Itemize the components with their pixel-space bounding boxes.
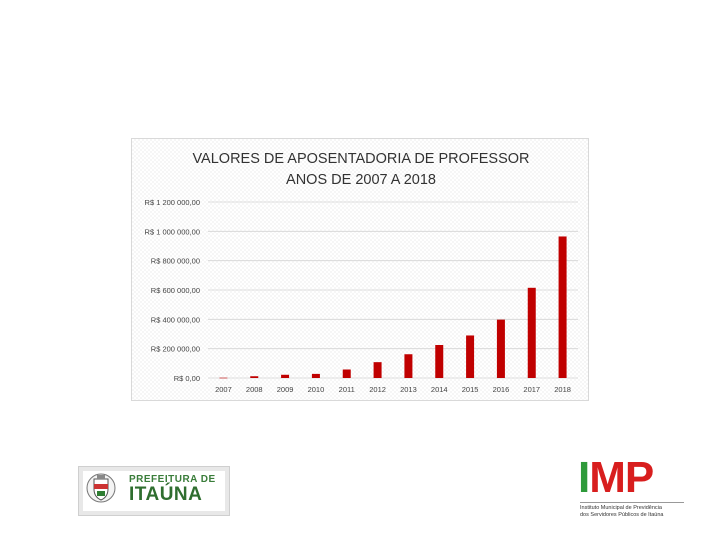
- x-tick-label: 2010: [308, 385, 325, 394]
- bar-2010: [311, 373, 320, 378]
- x-tick-label: 2017: [523, 385, 540, 394]
- bar-2017: [527, 287, 536, 378]
- prefeitura-logo: PREFEITURA DE ITAÚNA: [78, 466, 230, 516]
- bars: [219, 236, 567, 379]
- prefeitura-name-line-1: PREFEITURA DE: [129, 474, 216, 485]
- x-axis-ticks: 2007 2008 2009 2010 2011 2012 2013 2014 2015 2016…: [215, 385, 571, 394]
- y-tick-label: R$ 600 000,00: [151, 286, 200, 295]
- y-axis-ticks: R$ 0,00 R$ 200 000,00 R$ 400 000,00 R$ 600 …: [145, 198, 200, 383]
- bar-2008: [250, 376, 259, 378]
- bar-2014: [435, 345, 444, 378]
- x-tick-label: 2007: [215, 385, 232, 394]
- x-tick-label: 2015: [462, 385, 479, 394]
- x-tick-label: 2012: [369, 385, 386, 394]
- bar-2007: [219, 377, 228, 379]
- chart-title-line-2: ANOS DE 2007 A 2018: [286, 172, 436, 188]
- bar-chart: VALORES DE APOSENTADORIA DE PROFESSOR AN…: [145, 151, 578, 394]
- x-tick-label: 2013: [400, 385, 417, 394]
- x-tick-label: 2014: [431, 385, 448, 394]
- bar-2011: [342, 369, 351, 378]
- bar-2013: [404, 354, 413, 378]
- x-tick-label: 2018: [554, 385, 571, 394]
- x-tick-label: 2009: [277, 385, 294, 394]
- x-tick-label: 2011: [339, 385, 355, 394]
- imp-letter-m: M: [589, 453, 626, 502]
- imp-subtitle-line-2: dos Servidores Públicos de Itaúna: [580, 512, 664, 518]
- imp-subtitle-line-1: Instituto Municipal de Previdência: [580, 505, 662, 511]
- x-tick-label: 2016: [493, 385, 510, 394]
- city-crest-icon: [86, 473, 116, 503]
- y-tick-label: R$ 800 000,00: [151, 257, 200, 266]
- imp-wordmark: IMP: [578, 453, 654, 502]
- imp-logo: IMP Instituto Municipal de Previdência d…: [578, 456, 686, 520]
- bar-2018: [558, 236, 567, 378]
- bar-2016: [496, 319, 505, 378]
- y-tick-label: R$ 1 000 000,00: [145, 227, 200, 236]
- bar-2015: [466, 335, 475, 378]
- x-tick-label: 2008: [246, 385, 263, 394]
- chart-title-line-1: VALORES DE APOSENTADORIA DE PROFESSOR: [192, 151, 529, 167]
- imp-divider: [580, 502, 684, 503]
- y-tick-label: R$ 1 200 000,00: [145, 198, 200, 207]
- imp-letter-i: I: [578, 453, 590, 502]
- y-tick-label: R$ 0,00: [174, 374, 200, 383]
- chart-panel: VALORES DE APOSENTADORIA DE PROFESSOR AN…: [131, 138, 589, 401]
- y-tick-label: R$ 400 000,00: [151, 315, 200, 324]
- imp-letter-p: P: [624, 453, 654, 502]
- bar-2012: [373, 362, 382, 378]
- bar-2009: [281, 374, 290, 378]
- y-tick-label: R$ 200 000,00: [151, 345, 200, 354]
- prefeitura-name-line-2: ITAÚNA: [129, 484, 203, 505]
- grid-layer: [208, 201, 578, 379]
